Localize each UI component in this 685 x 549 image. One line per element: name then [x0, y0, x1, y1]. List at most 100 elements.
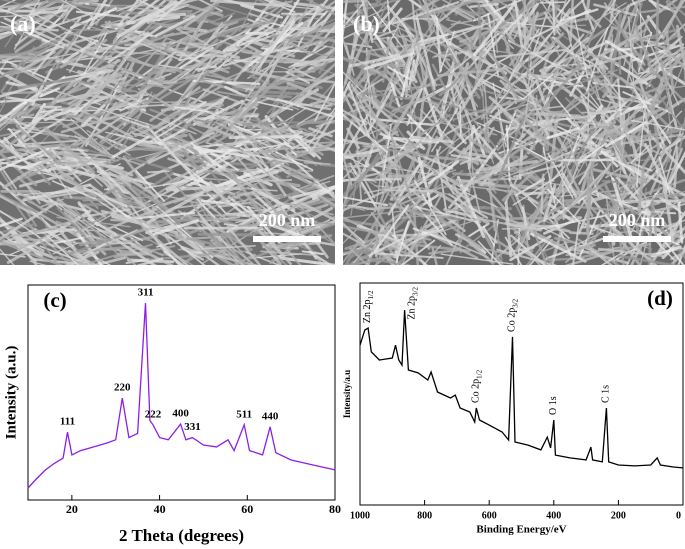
texture-line — [286, 81, 335, 103]
texture-line — [105, 131, 149, 143]
texture-line — [553, 236, 579, 245]
x-tick-label: 600 — [482, 510, 497, 521]
texture-line — [390, 82, 401, 108]
texture-line — [543, 251, 553, 265]
texture-line — [469, 244, 515, 257]
texture-line — [585, 28, 607, 44]
texture-line — [540, 173, 545, 214]
texture-line — [61, 142, 112, 158]
texture-line — [0, 55, 43, 60]
texture-line — [305, 0, 335, 16]
texture-line — [151, 141, 188, 150]
texture-line — [229, 116, 247, 140]
texture-line — [0, 163, 18, 190]
texture-line — [493, 158, 563, 176]
texture-line — [609, 0, 616, 23]
texture-line — [55, 31, 79, 69]
texture-line — [301, 33, 335, 43]
texture-line — [431, 99, 464, 153]
texture-line — [419, 36, 436, 58]
texture-line — [387, 160, 423, 216]
texture-line — [246, 36, 274, 44]
texture-line — [187, 116, 231, 130]
texture-line — [61, 39, 99, 64]
texture-line — [14, 0, 33, 11]
texture-line — [0, 107, 58, 144]
texture-line — [455, 178, 496, 186]
texture-line — [392, 145, 417, 149]
texture-line — [484, 98, 529, 109]
texture-line — [564, 250, 613, 265]
texture-line — [77, 75, 116, 105]
texture-line — [15, 103, 38, 127]
texture-line — [124, 37, 168, 88]
texture-line — [406, 137, 439, 177]
texture-line — [209, 239, 240, 265]
panel-label: (d) — [647, 286, 673, 310]
texture-line — [349, 247, 369, 265]
texture-line — [651, 197, 658, 239]
x-tick-label: 60 — [241, 502, 253, 516]
texture-line — [372, 102, 395, 123]
texture-line — [518, 143, 543, 162]
texture-line — [136, 0, 187, 21]
texture-line — [153, 178, 181, 197]
texture-line — [478, 183, 511, 188]
texture-line — [185, 95, 227, 124]
texture-line — [429, 71, 461, 120]
texture-line — [343, 50, 360, 91]
texture-line — [365, 62, 375, 109]
texture-line — [392, 12, 417, 75]
texture-line — [278, 211, 319, 232]
texture-line — [382, 7, 403, 33]
texture-line — [389, 189, 435, 193]
texture-line — [359, 116, 404, 149]
texture-line — [604, 184, 634, 247]
peak-label: 440 — [262, 410, 279, 422]
texture-line — [31, 68, 53, 106]
texture-line — [626, 68, 648, 122]
texture-line — [445, 19, 521, 38]
texture-line — [521, 0, 535, 28]
texture-line — [104, 208, 158, 231]
texture-line — [635, 112, 646, 188]
texture-line — [427, 0, 450, 20]
texture-line — [543, 11, 561, 36]
texture-line — [66, 235, 121, 256]
texture-line — [214, 22, 250, 35]
texture-line — [389, 132, 413, 203]
texture-line — [564, 97, 593, 124]
peak-label: Zn 2p1/2 — [362, 290, 374, 323]
texture-line — [343, 153, 387, 177]
texture-line — [301, 119, 331, 125]
texture-line — [193, 146, 250, 158]
texture-line — [154, 14, 196, 38]
texture-line — [27, 156, 67, 177]
texture-line — [0, 147, 50, 171]
texture-line — [177, 248, 249, 253]
texture-line — [47, 162, 73, 199]
texture-line — [44, 126, 96, 174]
texture-line — [447, 75, 466, 104]
texture-line — [146, 230, 190, 265]
texture-line — [469, 2, 499, 9]
texture-line — [621, 199, 685, 204]
texture-line — [633, 88, 672, 144]
texture-line — [131, 89, 147, 109]
plot-frame — [27, 284, 336, 501]
texture-line — [343, 221, 367, 248]
texture-line — [0, 209, 54, 248]
texture-line — [569, 121, 616, 135]
texture-line — [167, 233, 238, 259]
texture-line — [406, 114, 432, 139]
texture-line — [595, 2, 627, 22]
x-tick-label: 0 — [676, 510, 681, 521]
texture-line — [0, 101, 28, 122]
texture-line — [557, 65, 588, 72]
texture-line — [636, 196, 685, 227]
texture-line — [665, 0, 685, 33]
texture-line — [29, 9, 69, 16]
texture-line — [477, 240, 502, 265]
texture-line — [577, 104, 604, 135]
texture-line — [363, 181, 426, 194]
